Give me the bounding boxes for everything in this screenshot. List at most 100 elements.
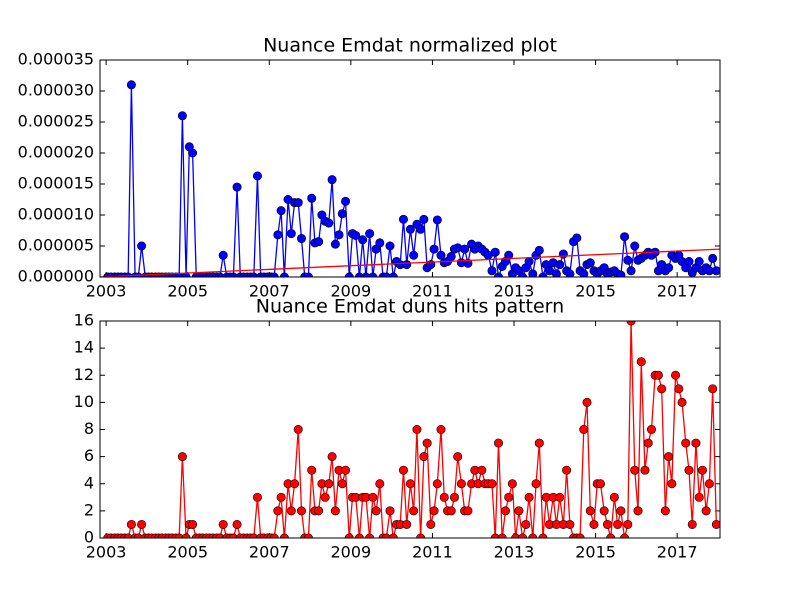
data-point [711, 266, 720, 276]
data-point [365, 229, 375, 239]
data-point [616, 506, 626, 516]
data-point [327, 452, 337, 462]
data-point [572, 233, 582, 243]
data-point [324, 218, 334, 228]
data-point [589, 519, 599, 529]
data-point [555, 492, 565, 502]
data-point [463, 258, 473, 268]
x-tick-label: 2007 [249, 543, 290, 562]
data-point [296, 234, 306, 244]
data-point [531, 479, 541, 489]
data-point [534, 438, 544, 448]
y-tick-label: 16 [74, 311, 94, 330]
data-point [633, 506, 643, 516]
data-point [677, 397, 687, 407]
data-point [626, 321, 636, 326]
y-tick-label: 2 [84, 500, 94, 519]
data-point [456, 479, 466, 489]
data-point [314, 506, 324, 516]
x-tick-label: 2005 [167, 282, 208, 301]
data-point [671, 370, 681, 380]
x-tick-label: 2017 [657, 282, 698, 301]
data-point [412, 424, 422, 434]
data-point [351, 230, 361, 240]
data-point [684, 465, 694, 475]
data-point [126, 80, 136, 90]
y-tick-label: 4 [84, 473, 94, 492]
data-point [616, 270, 626, 277]
data-point [487, 266, 497, 276]
data-point [667, 479, 677, 489]
y-tick-label: 0.000015 [18, 174, 94, 193]
data-point [375, 479, 385, 489]
data-point [630, 241, 640, 251]
data-point [514, 506, 524, 516]
data-point [436, 424, 446, 434]
x-tick-label: 2011 [412, 543, 453, 562]
data-point [385, 506, 395, 516]
data-point [697, 465, 707, 475]
data-point [490, 247, 500, 257]
y-tick-label: 0 [84, 528, 94, 547]
data-point [585, 506, 595, 516]
data-point [449, 492, 459, 502]
data-point [330, 506, 340, 516]
data-point [708, 253, 718, 263]
data-point [429, 244, 439, 254]
data-point [646, 424, 656, 434]
data-point [694, 256, 704, 266]
data-point [330, 239, 340, 249]
data-point [446, 252, 456, 262]
y-tick-label: 14 [74, 338, 94, 357]
data-point [232, 519, 242, 529]
data-point [494, 438, 504, 448]
data-point [565, 269, 575, 277]
data-point [664, 263, 674, 273]
data-point [551, 269, 561, 277]
data-point [358, 235, 368, 245]
x-tick-label: 2007 [249, 282, 290, 301]
y-tick-label: 0.000025 [18, 112, 94, 131]
data-point [439, 492, 449, 502]
subplot: Nuance Emdat duns hits pattern 0 2 4 6 8 10 12 1… [74, 296, 721, 562]
data-point [623, 255, 633, 265]
data-point [643, 438, 653, 448]
data-point [293, 198, 303, 208]
y-tick-label: 0.000030 [18, 81, 94, 100]
data-point [252, 492, 262, 502]
data-point [524, 492, 534, 502]
data-point [320, 492, 330, 502]
data-point [463, 506, 473, 516]
data-point [286, 229, 296, 239]
data-point [691, 438, 701, 448]
data-point [385, 241, 395, 251]
data-point [436, 250, 446, 260]
data-point [528, 269, 538, 277]
y-tick-label: 0.000005 [18, 236, 94, 255]
data-point [429, 506, 439, 516]
axes-frame [99, 320, 721, 539]
data-point [341, 196, 351, 206]
data-point [555, 260, 565, 270]
data-point [419, 214, 429, 224]
data-point [432, 479, 442, 489]
data-point [218, 519, 228, 529]
y-tick-label: 0.000035 [18, 50, 94, 69]
data-point [711, 519, 720, 529]
data-point [188, 519, 198, 529]
data-point [477, 465, 487, 475]
data-point [405, 479, 415, 489]
data-point [273, 230, 283, 240]
data-point [402, 260, 412, 270]
data-point [681, 438, 691, 448]
data-point [565, 519, 575, 529]
data-point [534, 245, 544, 255]
data-point [177, 111, 187, 121]
data-point [630, 465, 640, 475]
data-point [337, 479, 347, 489]
y-tick-label: 0.000020 [18, 143, 94, 162]
chart-title: Nuance Emdat normalized plot [263, 35, 557, 57]
y-tick-label: 8 [84, 419, 94, 438]
